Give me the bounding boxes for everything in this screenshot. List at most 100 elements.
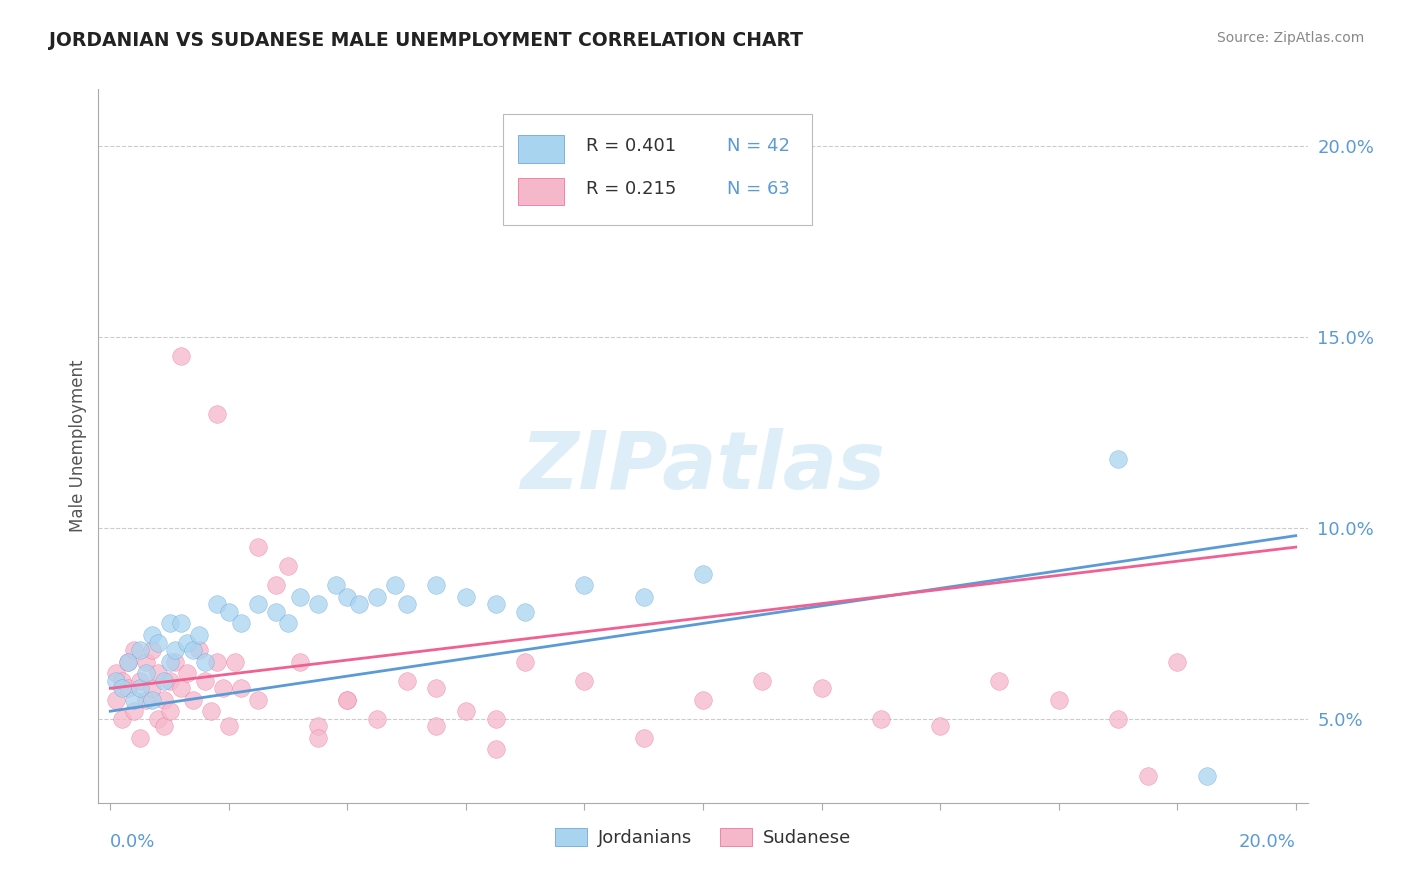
Point	[484, 712, 506, 726]
Point	[395, 598, 418, 612]
Point	[135, 692, 157, 706]
Text: R = 0.215: R = 0.215	[586, 180, 676, 198]
Point	[205, 407, 228, 421]
Point	[633, 731, 655, 745]
Point	[336, 590, 359, 604]
Point	[146, 666, 169, 681]
Point	[141, 681, 163, 696]
Text: 20.0%: 20.0%	[1239, 833, 1296, 851]
Point	[129, 673, 152, 688]
Point	[224, 655, 246, 669]
Point	[141, 643, 163, 657]
Point	[152, 673, 174, 688]
Point	[170, 616, 193, 631]
Text: R = 0.401: R = 0.401	[586, 137, 676, 155]
Point	[869, 712, 891, 726]
Point	[692, 566, 714, 581]
Point	[146, 635, 169, 649]
Point	[264, 605, 287, 619]
Text: N = 63: N = 63	[727, 180, 790, 198]
Point	[810, 681, 832, 696]
Point	[307, 719, 329, 733]
Point	[515, 655, 537, 669]
Point	[135, 655, 157, 669]
Point	[425, 578, 447, 592]
Y-axis label: Male Unemployment: Male Unemployment	[69, 359, 87, 533]
Point	[159, 616, 181, 631]
Point	[200, 704, 222, 718]
Point	[188, 628, 211, 642]
Point	[117, 655, 139, 669]
Point	[152, 692, 174, 706]
Point	[929, 719, 952, 733]
Point	[111, 712, 134, 726]
Point	[1047, 692, 1070, 706]
Point	[165, 655, 187, 669]
Point	[117, 681, 139, 696]
Point	[117, 655, 139, 669]
Point	[1166, 655, 1188, 669]
Point	[366, 590, 388, 604]
Point	[454, 590, 477, 604]
Point	[1107, 712, 1129, 726]
Point	[325, 578, 347, 592]
Point	[181, 692, 204, 706]
Point	[176, 666, 198, 681]
Point	[574, 673, 596, 688]
Point	[129, 681, 152, 696]
Point	[152, 719, 174, 733]
Point	[122, 692, 145, 706]
Point	[633, 590, 655, 604]
Point	[229, 616, 252, 631]
Point	[751, 673, 773, 688]
Point	[336, 692, 359, 706]
Point	[288, 590, 311, 604]
Point	[515, 605, 537, 619]
Text: Source: ZipAtlas.com: Source: ZipAtlas.com	[1216, 31, 1364, 45]
Point	[205, 598, 228, 612]
Point	[247, 598, 270, 612]
Point	[129, 643, 152, 657]
Text: N = 42: N = 42	[727, 137, 790, 155]
Point	[988, 673, 1011, 688]
Point	[247, 540, 270, 554]
Point	[111, 673, 134, 688]
Point	[366, 712, 388, 726]
Point	[122, 704, 145, 718]
Point	[484, 742, 506, 756]
Point	[212, 681, 235, 696]
Point	[141, 628, 163, 642]
Point	[264, 578, 287, 592]
Point	[247, 692, 270, 706]
Point	[692, 692, 714, 706]
Point	[218, 719, 240, 733]
Text: JORDANIAN VS SUDANESE MALE UNEMPLOYMENT CORRELATION CHART: JORDANIAN VS SUDANESE MALE UNEMPLOYMENT …	[49, 31, 803, 50]
Point	[170, 349, 193, 363]
Point	[205, 655, 228, 669]
Point	[129, 731, 152, 745]
Point	[307, 731, 329, 745]
Point	[425, 681, 447, 696]
Point	[194, 673, 217, 688]
Point	[574, 578, 596, 592]
Point	[277, 559, 299, 574]
Point	[336, 692, 359, 706]
Point	[141, 692, 163, 706]
Point	[170, 681, 193, 696]
Text: 0.0%: 0.0%	[110, 833, 156, 851]
Point	[1195, 769, 1218, 783]
Point	[122, 643, 145, 657]
Point	[105, 692, 128, 706]
Point	[176, 635, 198, 649]
Point	[105, 673, 128, 688]
Point	[111, 681, 134, 696]
Point	[181, 643, 204, 657]
Point	[194, 655, 217, 669]
Text: ZIPatlas: ZIPatlas	[520, 428, 886, 507]
Point	[425, 719, 447, 733]
Point	[1107, 452, 1129, 467]
Point	[165, 643, 187, 657]
Point	[105, 666, 128, 681]
Point	[395, 673, 418, 688]
Point	[159, 704, 181, 718]
